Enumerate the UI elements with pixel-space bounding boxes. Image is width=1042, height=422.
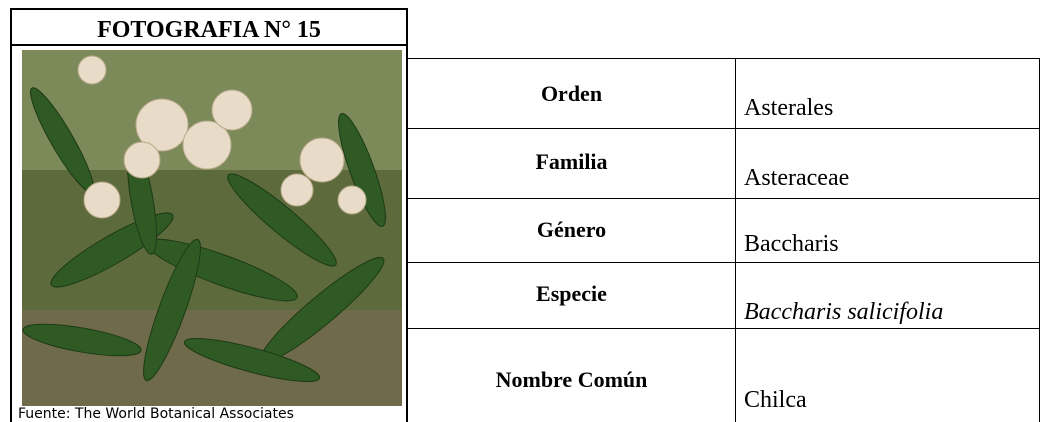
cell-divider	[735, 199, 736, 262]
table-row: Familia Asteraceae	[408, 128, 1040, 198]
table-row: Especie Baccharis salicifolia	[408, 262, 1040, 328]
row-label: Orden	[540, 81, 603, 106]
row-value: Asteraceae	[744, 165, 850, 191]
row-label: Nombre Común	[495, 367, 648, 392]
row-value: Baccharis	[744, 231, 839, 257]
photo-caption: Fuente: The World Botanical Associates	[18, 406, 294, 422]
row-value: Chilca	[744, 387, 807, 413]
taxonomy-table: Orden Asterales Familia Asteraceae Género Bac…	[408, 58, 1040, 422]
table-row: Nombre Común Chilca	[408, 328, 1040, 422]
row-label: Género	[536, 217, 607, 242]
cell-divider	[735, 263, 736, 328]
row-value: Baccharis salicifolia	[744, 299, 944, 325]
cell-divider	[735, 129, 736, 198]
plant-photo	[22, 50, 402, 406]
photo-title: FOTOGRAFIA N° 15	[10, 8, 408, 46]
cell-divider	[735, 329, 736, 422]
photo-cell: Fuente: The World Botanical Associates	[10, 44, 408, 422]
row-label: Especie	[536, 281, 607, 306]
table-row: Género Baccharis	[408, 198, 1040, 262]
row-value: Asterales	[744, 95, 834, 121]
row-label: Familia	[535, 149, 608, 174]
cell-divider	[735, 59, 736, 128]
table-row: Orden Asterales	[408, 58, 1040, 128]
